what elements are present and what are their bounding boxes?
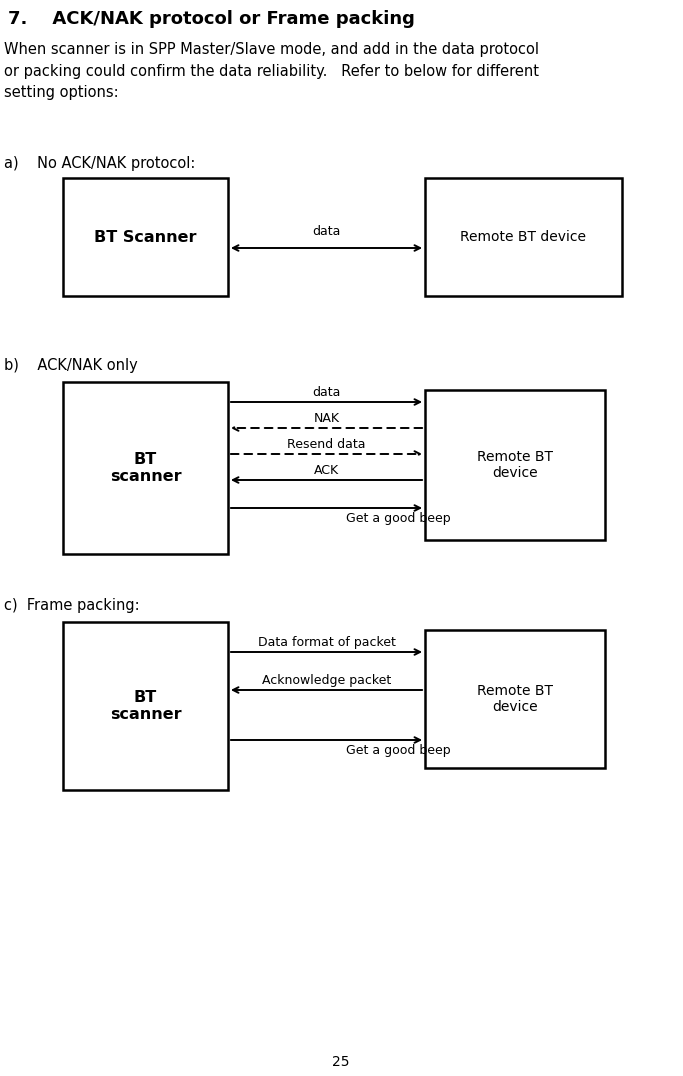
Text: Remote BT
device: Remote BT device bbox=[477, 684, 553, 714]
Text: Remote BT device: Remote BT device bbox=[460, 230, 587, 244]
Text: BT
scanner: BT scanner bbox=[110, 690, 181, 722]
Bar bbox=[63, 382, 228, 554]
Text: 7.    ACK/NAK protocol or Frame packing: 7. ACK/NAK protocol or Frame packing bbox=[8, 10, 415, 28]
Text: When scanner is in SPP Master/Slave mode, and add in the data protocol
or packin: When scanner is in SPP Master/Slave mode… bbox=[4, 42, 539, 100]
Text: NAK: NAK bbox=[313, 412, 339, 425]
Text: Get a good beep: Get a good beep bbox=[346, 744, 451, 758]
Text: b)    ACK/NAK only: b) ACK/NAK only bbox=[4, 358, 138, 373]
Text: Resend data: Resend data bbox=[288, 438, 366, 451]
Text: c)  Frame packing:: c) Frame packing: bbox=[4, 598, 139, 613]
Text: 25: 25 bbox=[332, 1054, 350, 1068]
Text: Get a good beep: Get a good beep bbox=[346, 512, 451, 525]
Text: Data format of packet: Data format of packet bbox=[257, 636, 395, 649]
Bar bbox=[425, 390, 605, 540]
Bar bbox=[425, 631, 605, 768]
Text: data: data bbox=[312, 386, 341, 399]
Text: BT Scanner: BT Scanner bbox=[94, 229, 197, 244]
Bar bbox=[63, 178, 228, 296]
Bar bbox=[63, 622, 228, 790]
Text: a)    No ACK/NAK protocol:: a) No ACK/NAK protocol: bbox=[4, 156, 195, 171]
Text: Acknowledge packet: Acknowledge packet bbox=[262, 674, 391, 686]
Text: BT
scanner: BT scanner bbox=[110, 452, 181, 484]
Bar bbox=[425, 178, 622, 296]
Text: data: data bbox=[312, 225, 340, 238]
Text: Remote BT
device: Remote BT device bbox=[477, 450, 553, 480]
Text: ACK: ACK bbox=[314, 464, 339, 477]
